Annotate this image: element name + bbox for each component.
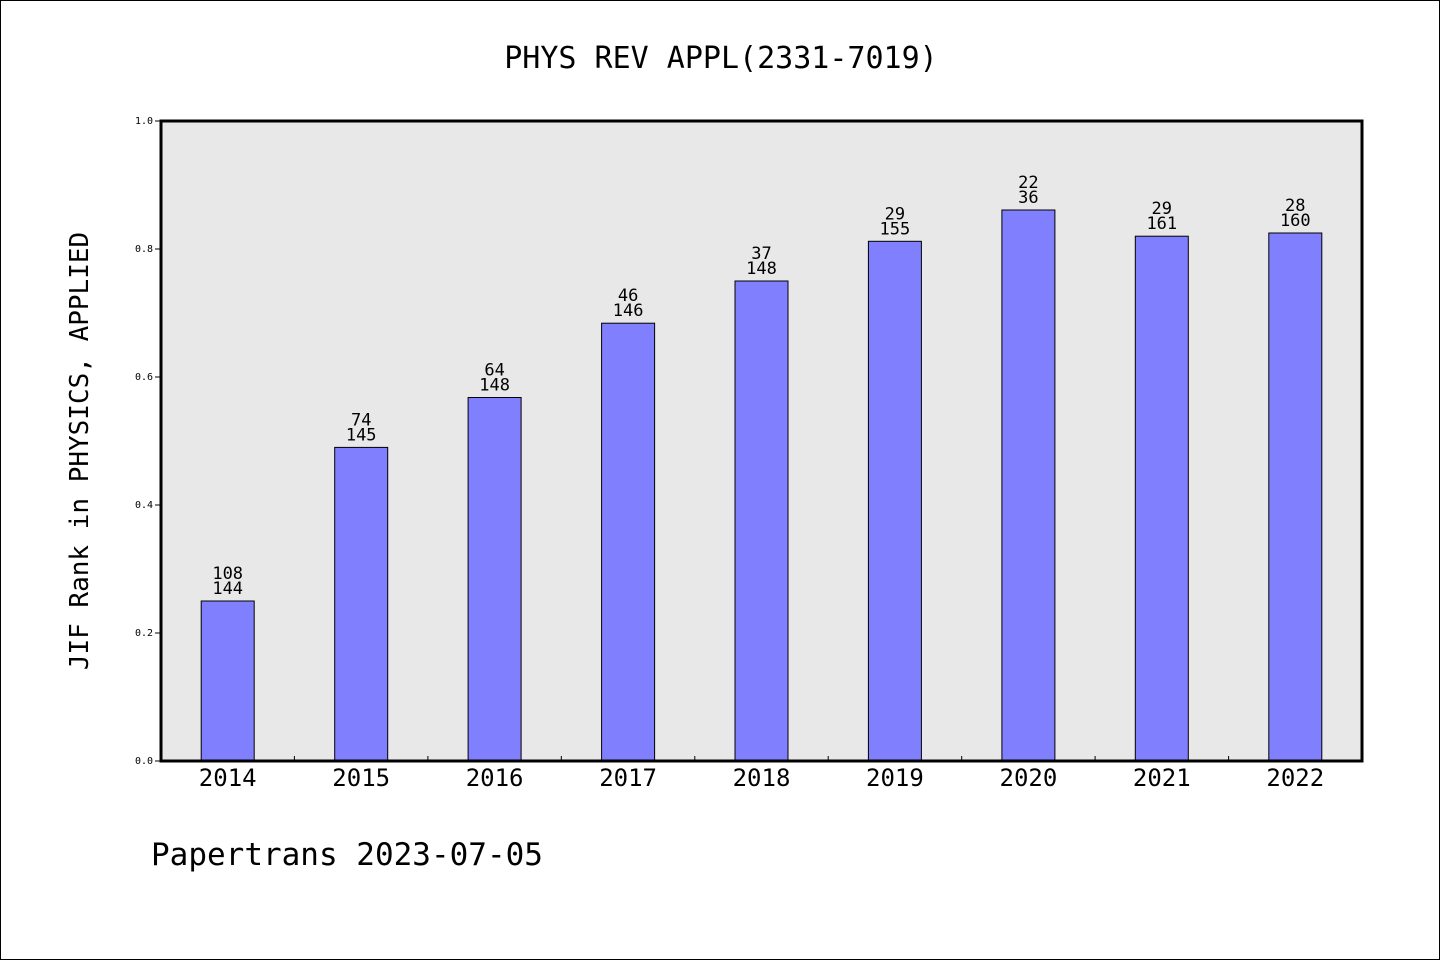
bar-label-rank-2021: 29	[1152, 199, 1172, 219]
bar-label-total-2021: 161	[1146, 214, 1177, 234]
bar-2017	[601, 322, 656, 762]
bar-label-rank-2018: 37	[751, 244, 771, 264]
y-tick-label-0.6: 0.6	[135, 372, 153, 383]
y-tick-label-0.8: 0.8	[135, 244, 153, 255]
y-tick-label-1.0: 1.0	[135, 116, 153, 127]
x-tick-label-2015: 2015	[332, 764, 390, 792]
x-tick-label-2016: 2016	[466, 764, 524, 792]
y-axis-label: JIF Rank in PHYSICS, APPLIED	[65, 232, 95, 670]
bar-label-rank-2016: 64	[484, 361, 504, 381]
footer-text: Papertrans 2023-07-05	[151, 837, 543, 873]
x-tick-label-2019: 2019	[866, 764, 924, 792]
bars-group	[200, 209, 1323, 762]
bar-label-rank-2017: 46	[618, 286, 638, 306]
x-axis-ticks: 2014 2015 2016 2017 2018 2019 2020 2021 2022	[199, 756, 1324, 792]
bar-2019	[867, 240, 922, 762]
y-tick-label-0.2: 0.2	[135, 628, 153, 639]
bar-label-rank-2022: 28	[1285, 196, 1305, 216]
y-tick-label-0.0: 0.0	[135, 756, 153, 767]
bar-label-total-2016: 148	[479, 376, 510, 396]
bar-2015	[334, 446, 389, 762]
data-labels-group: 1081447414564148461463714829155223629161…	[212, 173, 1310, 599]
bar-2014	[200, 600, 255, 762]
bar-2020	[1001, 209, 1056, 762]
bar-label-total-2019: 155	[880, 219, 911, 239]
bar-2018	[734, 280, 789, 762]
chart-title: PHYS REV APPL(2331-7019)	[504, 41, 937, 76]
y-axis-ticks: 0.0 0.2 0.4 0.6 0.8 1.0	[135, 116, 161, 767]
y-tick-label-0.4: 0.4	[135, 500, 153, 511]
plot-border	[159, 119, 1364, 763]
bar-label-rank-2019: 29	[885, 204, 905, 224]
x-tick-label-2021: 2021	[1133, 764, 1191, 792]
x-tick-label-2017: 2017	[599, 764, 657, 792]
bar-label-total-2014: 144	[212, 579, 243, 599]
bar-label-total-2020: 36	[1018, 188, 1038, 208]
bar-2021	[1134, 235, 1189, 762]
bar-label-total-2022: 160	[1280, 211, 1311, 231]
x-tick-label-2020: 2020	[1000, 764, 1058, 792]
x-tick-label-2022: 2022	[1266, 764, 1324, 792]
bar-label-rank-2020: 22	[1018, 173, 1038, 193]
bar-label-total-2015: 145	[346, 425, 377, 445]
bar-label-rank-2014: 108	[212, 564, 243, 584]
bar-label-rank-2015: 74	[351, 410, 371, 430]
bar-2016	[467, 397, 522, 762]
bar-2022	[1268, 232, 1323, 762]
bar-label-total-2018: 148	[746, 259, 777, 279]
x-tick-label-2014: 2014	[199, 764, 257, 792]
bar-label-total-2017: 146	[613, 301, 644, 321]
x-tick-label-2018: 2018	[733, 764, 791, 792]
